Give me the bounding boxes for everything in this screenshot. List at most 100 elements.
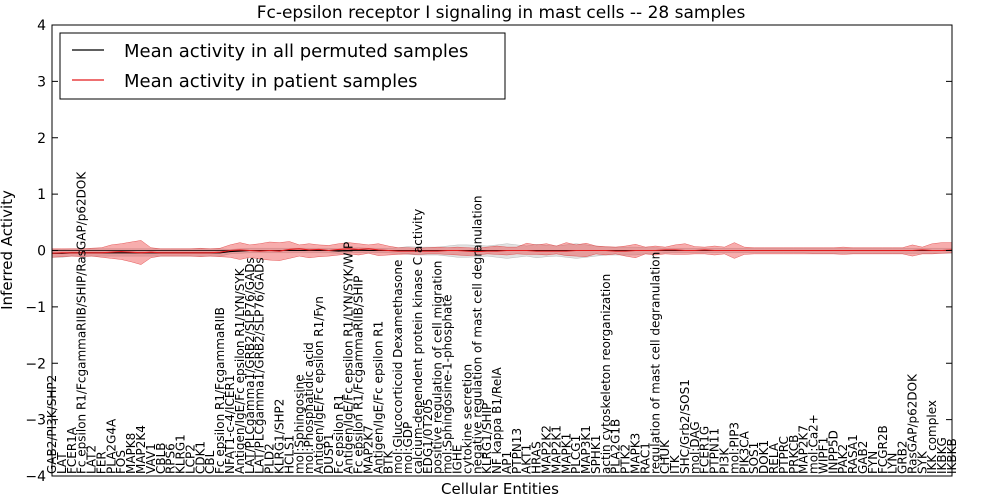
x-category-label: LYN	[886, 453, 900, 474]
y-axis-title: Inferred Activity	[0, 190, 16, 310]
x-category-label: mol:PIP3	[727, 422, 741, 474]
x-category-label: SHC/Grb2/SOS1	[678, 379, 692, 474]
x-category-label: IGHE	[451, 445, 465, 474]
legend-label-permuted: Mean activity in all permuted samples	[124, 41, 468, 62]
series-lines	[51, 248, 953, 254]
x-category-label: PTPN11	[708, 428, 722, 474]
x-category-label: Antigen/IgE/Fc epsilon R1/Fyn	[312, 296, 326, 474]
y-tick-label-7: 3	[37, 74, 46, 90]
x-category-label: PAK2	[836, 444, 850, 474]
x-category-label: PLA2G4A	[104, 418, 118, 474]
x-category-label: RPS6	[164, 443, 178, 474]
x-category-label: FCGR2B	[876, 425, 890, 474]
x-category-label: PTPN13	[510, 428, 524, 474]
x-category-label: GAB2	[856, 441, 870, 474]
y-tick-label-3: −1	[25, 300, 46, 316]
x-category-label: PLCG1	[569, 435, 583, 474]
x-category-label: SYK	[915, 450, 929, 474]
x-category-label: KLRG1/SHP2	[273, 399, 287, 474]
x-category-label: RasGAP/p62DOK	[905, 373, 919, 474]
x-category-label: CBL	[203, 450, 217, 474]
x-category-label: KLRG1	[174, 434, 188, 474]
x-category-label: FCER1G	[698, 426, 712, 474]
x-category-label: MAPK8	[124, 433, 138, 474]
x-category-label: Fc epsilon R1/FcgammaRIIB	[213, 307, 227, 474]
x-category-label: IKK complex	[925, 400, 939, 474]
x-category-label: MAP2K4	[134, 425, 148, 474]
x-category-label: mol:Phosphatidic acid	[302, 342, 316, 474]
x-category-label: ITK	[668, 454, 682, 474]
x-category-label: Antigen/IgE/Fc epsilon R1/LYN/SYK	[233, 267, 247, 474]
x-category-label: NFAT1-c-4/ICER1	[223, 375, 237, 474]
x-category-label: FCER1A	[65, 426, 79, 474]
y-tick-label-4: 0	[37, 244, 46, 260]
x-category-label: mol:Sphingosine	[292, 374, 306, 474]
x-category-label: EDG1/0T205	[421, 398, 435, 474]
x-category-label: AKT1	[520, 444, 534, 474]
legend-box	[59, 32, 506, 100]
x-axis-title: Cellular Entities	[441, 480, 559, 498]
x-category-label: LCP2	[184, 444, 198, 474]
chart-title: Fc-epsilon receptor I signaling in mast …	[257, 3, 746, 23]
y-tick-label-6: 2	[37, 131, 46, 147]
x-category-label: Fc epsilon R1/FcgammaRIIB/SHIP/RasGAP/p6…	[75, 171, 89, 474]
x-category-label: CBLB	[154, 442, 168, 474]
y-tick-label-8: 4	[37, 18, 46, 34]
y-tick-label-0: −4	[25, 469, 46, 485]
x-category-label: cytokine secretion	[460, 364, 474, 474]
x-category-label: mol:Glucocorticoid Dexamethasone	[391, 260, 405, 474]
x-category-label: negative regulation of mast cell degranu…	[470, 196, 484, 475]
x-category-label: regulation of mast cell degranulation	[648, 252, 662, 474]
x-category-label: mol:DAG	[688, 421, 702, 474]
x-category-label: INPP5D	[826, 430, 840, 474]
line-patient	[51, 248, 953, 254]
x-category-label: PLD2	[263, 443, 277, 474]
y-axis-ticks: −4 −3 −2 −1 0 1 2 3 4	[25, 18, 952, 485]
x-category-label: Fc epsilon R1	[332, 394, 346, 474]
x-category-label: MAP3K1	[579, 425, 593, 474]
x-category-label: FER	[95, 451, 109, 474]
x-category-label: MAPK3	[629, 433, 643, 474]
x-category-label: positive regulation of cell migration	[431, 261, 445, 474]
y-tick-label-2: −2	[25, 356, 46, 372]
x-category-label: calcium-dependent protein kinase C activ…	[411, 209, 425, 474]
legend-label-patient: Mean activity in patient samples	[124, 71, 418, 92]
x-category-label: MAP2K2	[540, 425, 554, 474]
x-category-label: LAT	[55, 452, 69, 474]
x-category-label: GRB2	[896, 440, 910, 474]
x-category-label: mol:Sphingosine-1-phosphate	[441, 294, 455, 473]
x-category-label: LAT/PLCgamma1/GRB2/SLP76/GADs	[253, 257, 267, 474]
x-category-label: PIK3CA	[737, 430, 751, 474]
x-category-label: HRAS	[530, 441, 544, 474]
x-category-label: RELA	[767, 442, 781, 474]
x-category-label: Antigen/IgE/Fc epsilon R1	[371, 321, 385, 474]
x-category-label: CHUK	[658, 439, 672, 474]
x-category-label: SPHK1	[589, 435, 603, 474]
y-tick-label-5: 1	[37, 187, 46, 203]
x-category-label: Antigen/IgE/Fc epsilon R1/LYN/SYK/WIP	[342, 242, 356, 474]
x-category-label: PRKCB	[787, 435, 801, 474]
x-category-label: actin cytoskeleton reorganization	[599, 274, 613, 474]
x-category-label: FYN	[866, 451, 880, 474]
x-category-label: MAP2K1	[549, 425, 563, 474]
x-category-label: LAT2	[85, 445, 99, 474]
x-category-label: IKBKG	[935, 437, 949, 474]
x-category-label: PTPRC	[777, 436, 791, 474]
x-category-label: PI3K	[718, 447, 732, 474]
x-category-label: VAV1	[144, 443, 158, 474]
x-category-label: NF kappa B1/RelA	[490, 366, 504, 474]
x-category-label: KLRG1/SHIP	[480, 403, 494, 474]
y-tick-label-1: −3	[25, 413, 46, 429]
x-category-label: RAC1	[638, 442, 652, 474]
x-category-label: LAT/PLCgamma1/GRB2/SLP76/GADs	[243, 257, 257, 474]
x-category-label: AP1	[500, 451, 514, 474]
x-category-label: PLA2G1B	[609, 419, 623, 474]
x-category-label: Fc epsilon R1/FcgammaRIIB/SHIP	[352, 276, 366, 474]
x-category-label: DUSP1	[322, 433, 336, 474]
x-category-label: MAPK1	[559, 433, 573, 474]
x-category-label: MAP2K7	[797, 425, 811, 474]
x-category-label: MAP2K7	[362, 425, 376, 474]
x-category-label: FOS	[114, 450, 128, 474]
x-category-label: RASA1	[846, 434, 860, 474]
